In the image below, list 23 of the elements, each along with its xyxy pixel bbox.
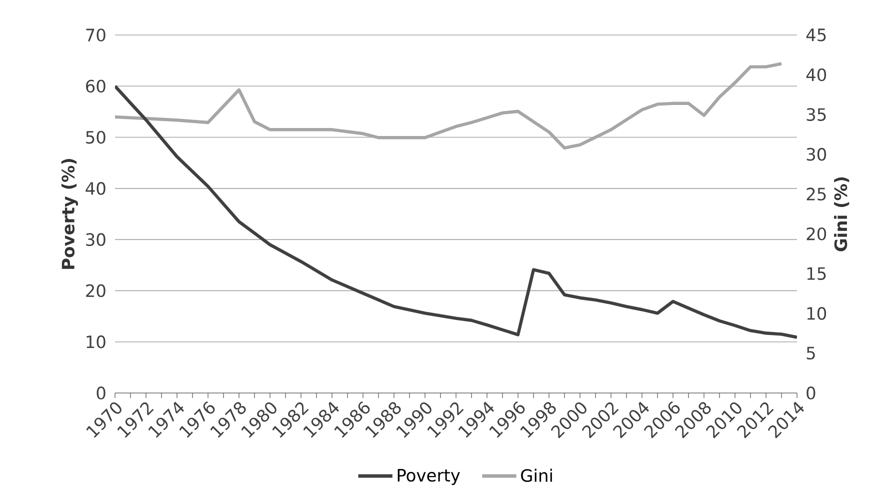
y-tick-label: 70 xyxy=(86,28,106,42)
y-tick-label: 10 xyxy=(86,335,106,348)
y-axis-title: Poverty (%) xyxy=(61,159,78,269)
y-tick-label: 50 xyxy=(86,130,106,144)
line-series xyxy=(115,84,797,339)
y2-tick-label: 10 xyxy=(807,306,826,320)
y2-tick-label: 40 xyxy=(806,68,826,82)
legend-label: Poverty xyxy=(398,469,460,485)
y2-tick-label: 5 xyxy=(806,346,815,360)
y2-tick-label: 45 xyxy=(806,28,826,42)
y2-tick-label: 0 xyxy=(806,386,816,400)
y2-tick-label: 15 xyxy=(807,267,826,280)
legend-label: Gini xyxy=(521,468,552,482)
y2-tick-label: 25 xyxy=(806,188,826,201)
y-tick-label: 30 xyxy=(86,233,106,246)
y-tick-label: 60 xyxy=(86,80,106,93)
y-tick-label: 0 xyxy=(96,386,106,400)
y2-tick-label: 30 xyxy=(806,148,826,161)
y2-tick-label: 35 xyxy=(806,108,826,121)
y2-tick-label: 20 xyxy=(806,227,826,240)
y2-axis-title: Gini (%) xyxy=(834,177,850,252)
y-tick-label: 40 xyxy=(86,182,106,195)
y-tick-label: 20 xyxy=(86,284,106,298)
